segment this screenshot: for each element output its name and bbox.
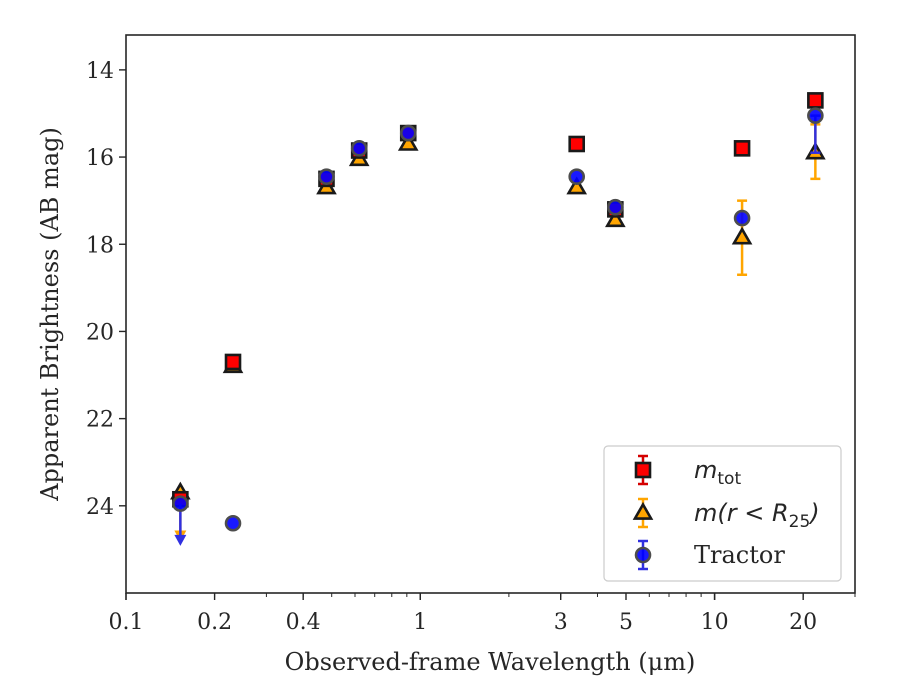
x-tick-label: 3 bbox=[554, 610, 568, 635]
legend: mtot m(r < R25) Tractor bbox=[603, 445, 842, 582]
x-tick-label: 1 bbox=[413, 610, 427, 635]
y-tick-label: 14 bbox=[86, 59, 114, 84]
data-point bbox=[566, 176, 588, 195]
y-tick-label: 18 bbox=[86, 233, 114, 258]
series-circle bbox=[172, 107, 824, 546]
y-tick-label: 20 bbox=[86, 320, 114, 345]
plot-marks bbox=[170, 92, 826, 546]
legend-box bbox=[603, 445, 842, 582]
data-point bbox=[605, 209, 626, 228]
data-point bbox=[172, 495, 189, 512]
x-tick-label: 10 bbox=[701, 610, 729, 635]
legend-marker bbox=[632, 501, 654, 520]
series-square bbox=[172, 92, 824, 508]
y-tick-label: 16 bbox=[86, 146, 114, 171]
data-point bbox=[318, 168, 335, 185]
data-point bbox=[397, 132, 419, 151]
x-tick-label: 0.1 bbox=[109, 610, 144, 635]
x-axis: 0.1 0.2 0.4 1 3 5 10 20 bbox=[109, 593, 856, 635]
x-tick-label: 0.4 bbox=[286, 610, 321, 635]
y-tick-label: 24 bbox=[86, 495, 114, 520]
x-axis-title: Observed-frame Wavelength (μm) bbox=[285, 648, 696, 676]
legend-label: Tractor bbox=[694, 541, 785, 569]
data-point bbox=[807, 107, 824, 124]
data-point bbox=[807, 92, 824, 109]
x-tick-label: 5 bbox=[619, 610, 633, 635]
upper-limit-arrow bbox=[174, 534, 187, 546]
data-point bbox=[733, 209, 751, 227]
data-point bbox=[399, 124, 417, 142]
y-axis-title: Apparent Brightness (AB mag) bbox=[36, 127, 64, 502]
data-point bbox=[568, 168, 586, 185]
data-point bbox=[350, 140, 368, 157]
legend-marker bbox=[634, 461, 652, 479]
data-point bbox=[607, 198, 624, 216]
data-point bbox=[224, 353, 242, 371]
legend-label: m(r < R25) bbox=[694, 499, 820, 532]
data-point bbox=[733, 140, 751, 157]
data-point bbox=[568, 135, 586, 153]
y-tick-label: 22 bbox=[86, 408, 114, 433]
x-tick-label: 0.2 bbox=[197, 610, 232, 635]
legend-marker bbox=[634, 546, 652, 564]
legend-label: mtot bbox=[694, 456, 741, 489]
data-point bbox=[224, 514, 242, 532]
data-point bbox=[731, 226, 753, 245]
x-tick-label: 20 bbox=[789, 610, 817, 635]
y-axis: 14 16 18 20 22 24 bbox=[86, 59, 126, 520]
plot-frame bbox=[125, 34, 856, 594]
